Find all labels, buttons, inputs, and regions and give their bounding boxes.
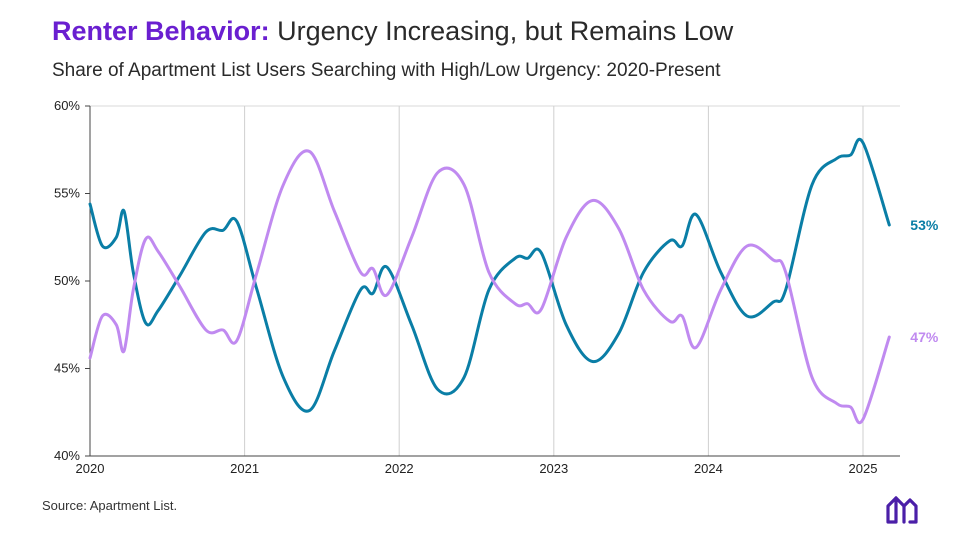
chart-subtitle: Share of Apartment List Users Searching … — [52, 60, 721, 81]
x-tick-label: 2021 — [230, 461, 259, 476]
y-tick-label: 50% — [54, 273, 80, 288]
x-tick-label: 2025 — [849, 461, 878, 476]
x-tick-label: 2023 — [539, 461, 568, 476]
series-line-teal — [88, 137, 891, 413]
x-tick-label: 2020 — [76, 461, 105, 476]
end-label-teal: 53% — [910, 217, 939, 233]
y-tick-label: 55% — [54, 186, 80, 201]
chart-title-bold: Renter Behavior: — [52, 16, 270, 46]
chart-title-rest: Urgency Increasing, but Remains Low — [277, 16, 734, 46]
grid-lines — [89, 105, 900, 456]
series-line-purple — [88, 149, 891, 425]
y-tick-label: 40% — [54, 448, 80, 463]
chart-title: Renter Behavior: Urgency Increasing, but… — [52, 16, 733, 47]
x-tick-label: 2024 — [694, 461, 723, 476]
y-tick-label: 45% — [54, 361, 80, 376]
end-labels: 53% 47% — [910, 217, 939, 345]
source-note: Source: Apartment List. — [42, 498, 178, 513]
y-tick-label: 60% — [54, 98, 80, 113]
apartment-list-logo-icon — [886, 496, 918, 524]
end-label-purple: 47% — [910, 329, 939, 345]
axes: 2020 2021 2022 2023 2024 2025 40% 45% 50% 55% 60% — [54, 98, 900, 476]
series-lines — [88, 137, 891, 425]
x-tick-label: 2022 — [385, 461, 414, 476]
